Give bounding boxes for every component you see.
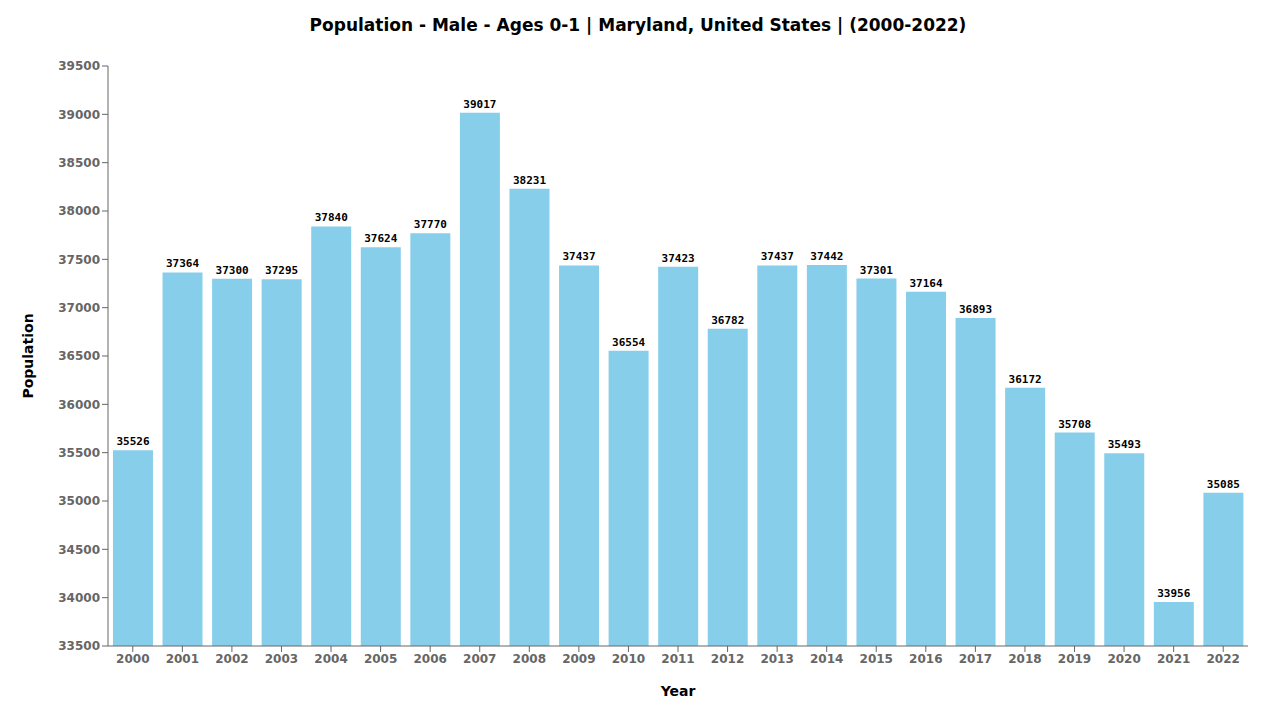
svg-text:2007: 2007 bbox=[463, 652, 496, 666]
svg-text:35493: 35493 bbox=[1108, 438, 1141, 451]
svg-text:2017: 2017 bbox=[959, 652, 992, 666]
svg-text:39500: 39500 bbox=[58, 59, 100, 73]
svg-text:36893: 36893 bbox=[959, 303, 992, 316]
svg-text:2008: 2008 bbox=[513, 652, 546, 666]
svg-text:36172: 36172 bbox=[1009, 373, 1042, 386]
svg-text:2019: 2019 bbox=[1058, 652, 1091, 666]
svg-text:2021: 2021 bbox=[1157, 652, 1190, 666]
svg-text:2010: 2010 bbox=[612, 652, 645, 666]
svg-text:37442: 37442 bbox=[810, 250, 843, 263]
svg-text:37770: 37770 bbox=[414, 218, 447, 231]
svg-text:37300: 37300 bbox=[216, 264, 249, 277]
svg-text:34500: 34500 bbox=[58, 543, 100, 557]
html-text:Population - Male - Ages 0-1 |: Population - Male - Ages 0-1 | Maryland,… bbox=[309, 15, 967, 35]
svg-text:2001: 2001 bbox=[166, 652, 199, 666]
svg-text:37164: 37164 bbox=[909, 277, 942, 290]
svg-text:2014: 2014 bbox=[810, 652, 843, 666]
svg-text:2012: 2012 bbox=[711, 652, 744, 666]
svg-text:2009: 2009 bbox=[562, 652, 595, 666]
svg-text:37500: 37500 bbox=[58, 253, 100, 267]
svg-text:37437: 37437 bbox=[562, 250, 595, 263]
svg-text:2016: 2016 bbox=[909, 652, 942, 666]
svg-text:Population: Population bbox=[20, 313, 36, 398]
svg-text:37295: 37295 bbox=[265, 264, 298, 277]
svg-text:37000: 37000 bbox=[58, 301, 100, 315]
svg-text:35085: 35085 bbox=[1207, 478, 1240, 491]
svg-text:36500: 36500 bbox=[58, 349, 100, 363]
svg-text:2004: 2004 bbox=[314, 652, 347, 666]
svg-text:Year: Year bbox=[660, 683, 696, 699]
svg-text:35000: 35000 bbox=[58, 494, 100, 508]
svg-text:38500: 38500 bbox=[58, 156, 100, 170]
svg-text:39017: 39017 bbox=[463, 98, 496, 111]
svg-text:36782: 36782 bbox=[711, 314, 744, 327]
svg-text:37364: 37364 bbox=[166, 257, 199, 270]
svg-text:2003: 2003 bbox=[265, 652, 298, 666]
svg-text:37437: 37437 bbox=[761, 250, 794, 263]
svg-text:2000: 2000 bbox=[116, 652, 149, 666]
svg-text:2022: 2022 bbox=[1207, 652, 1240, 666]
svg-text:2002: 2002 bbox=[215, 652, 248, 666]
svg-text:2015: 2015 bbox=[860, 652, 893, 666]
svg-text:2011: 2011 bbox=[661, 652, 694, 666]
svg-text:2013: 2013 bbox=[760, 652, 793, 666]
svg-text:2020: 2020 bbox=[1107, 652, 1140, 666]
svg-text:34000: 34000 bbox=[58, 591, 100, 605]
svg-text:38231: 38231 bbox=[513, 174, 546, 187]
svg-text:35526: 35526 bbox=[116, 435, 149, 448]
svg-text:36000: 36000 bbox=[58, 398, 100, 412]
svg-text:38000: 38000 bbox=[58, 204, 100, 218]
svg-text:33956: 33956 bbox=[1157, 587, 1190, 600]
svg-text:39000: 39000 bbox=[58, 108, 100, 122]
svg-text:33500: 33500 bbox=[58, 639, 100, 653]
svg-text:2006: 2006 bbox=[413, 652, 446, 666]
svg-text:35500: 35500 bbox=[58, 446, 100, 460]
svg-text:37840: 37840 bbox=[315, 211, 348, 224]
svg-text:2018: 2018 bbox=[1008, 652, 1041, 666]
svg-text:2005: 2005 bbox=[364, 652, 397, 666]
svg-text:37624: 37624 bbox=[364, 232, 397, 245]
svg-text:37423: 37423 bbox=[662, 252, 695, 265]
svg-text:37301: 37301 bbox=[860, 264, 893, 277]
svg-text:36554: 36554 bbox=[612, 336, 645, 349]
svg-text:35708: 35708 bbox=[1058, 418, 1091, 431]
